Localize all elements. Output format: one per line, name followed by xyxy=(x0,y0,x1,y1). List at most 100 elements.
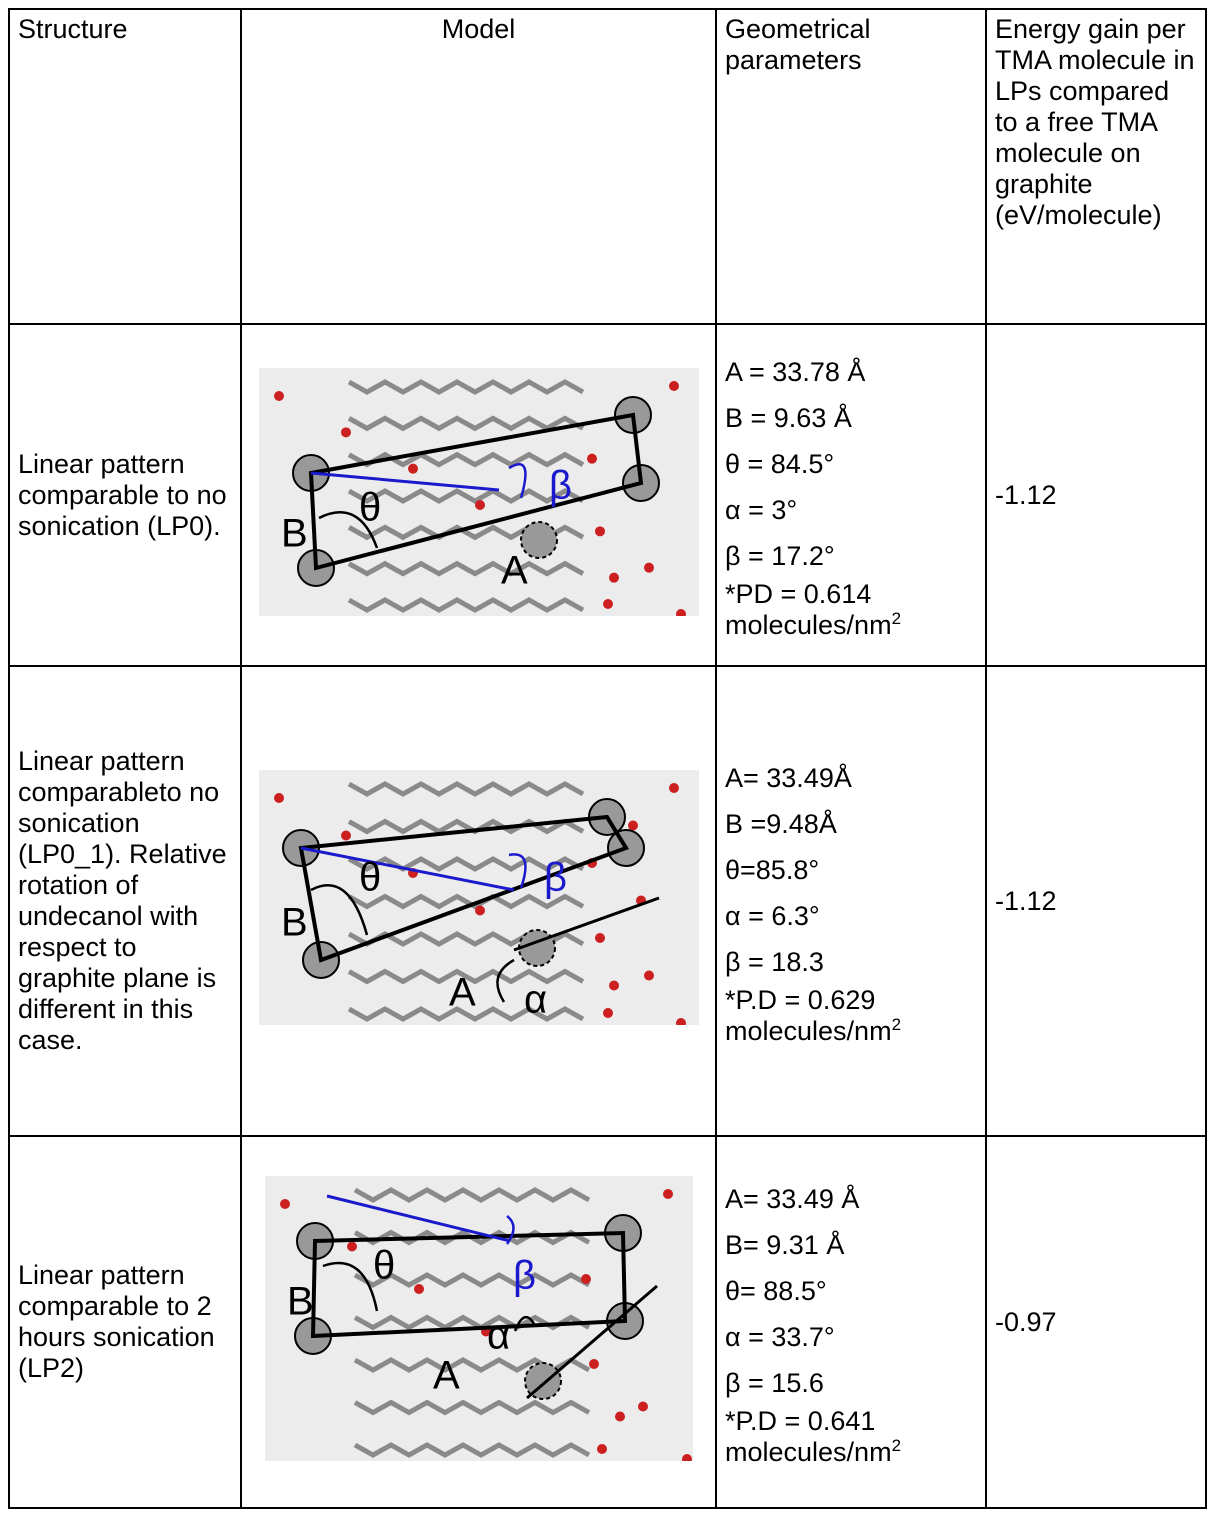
parameter: β = 17.2° xyxy=(725,541,835,571)
unit-cell xyxy=(308,412,643,571)
oxygen-atom xyxy=(594,525,605,536)
model-label: β xyxy=(513,1254,536,1298)
model-label: β xyxy=(544,856,567,900)
model-label: A xyxy=(501,548,528,592)
parameter: θ = 84.5° xyxy=(725,449,835,479)
alkyl-chain xyxy=(353,1187,590,1203)
beta-line xyxy=(326,1194,510,1243)
parameter: α = 6.3° xyxy=(725,901,820,931)
oxygen-atom xyxy=(588,1359,599,1369)
angle-arrow xyxy=(495,958,515,1003)
packing-density: *P.D = 0.629 molecules/nm2 xyxy=(725,985,977,1047)
energy-cell: -1.12 xyxy=(985,665,1207,1137)
parameter: β = 15.6 xyxy=(725,1368,824,1398)
oxygen-atom xyxy=(608,980,619,991)
oxygen-atom xyxy=(340,830,351,841)
alkyl-chain xyxy=(347,560,584,577)
angle-arrow xyxy=(505,1215,515,1245)
alkyl-chain xyxy=(347,781,584,797)
model-label: θ xyxy=(359,485,381,529)
density-exponent: 2 xyxy=(891,1436,902,1455)
oxygen-atom xyxy=(627,820,638,831)
table-row: Linear pattern comparableto no sonicatio… xyxy=(8,665,1207,1137)
alkyl-chain xyxy=(347,414,584,431)
structure-cell: Linear pattern comparable to 2 hours son… xyxy=(8,1135,242,1509)
table-row: Linear pattern comparable to no sonicati… xyxy=(8,323,1207,667)
packing-density: *P.D = 0.641 molecules/nm2 xyxy=(725,1406,977,1468)
density-exponent: 2 xyxy=(891,1015,902,1034)
alkyl-chain xyxy=(347,378,584,395)
header-cell: Geometrical parameters xyxy=(715,8,987,325)
oxygen-atom xyxy=(340,426,351,437)
image-background xyxy=(258,770,699,1025)
model-image: Bθ β Aα xyxy=(264,1176,693,1464)
oxygen-atom xyxy=(474,499,485,510)
parameters-cell: A = 33.78 Å B = 9.63 Å θ = 84.5° α = 3° β = … xyxy=(715,323,987,667)
alkyl-chain xyxy=(353,1272,590,1288)
structure-cell: Linear pattern comparableto no sonicatio… xyxy=(8,665,242,1137)
parameter: β = 18.3 xyxy=(725,947,824,977)
alkyl-chain xyxy=(347,451,584,468)
angle-arrow xyxy=(508,853,527,889)
parameter: A= 33.49Å xyxy=(725,763,852,793)
oxygen-atom xyxy=(273,793,284,803)
oxygen-atom xyxy=(602,598,613,609)
alkyl-chain xyxy=(347,596,584,613)
oxygen-atom xyxy=(643,562,654,573)
header-cell: Model xyxy=(240,8,717,325)
alkyl-chain xyxy=(353,1442,590,1458)
parameter: θ= 88.5° xyxy=(725,1276,827,1306)
results-table: Structure Model Geometrical parameters E… xyxy=(8,8,1207,1509)
parameter: α = 33.7° xyxy=(725,1322,835,1352)
model-label: α xyxy=(487,1314,510,1358)
unit-cell xyxy=(298,814,629,963)
angle-arrow xyxy=(309,884,368,936)
table-body: Linear pattern comparable to no sonicati… xyxy=(8,323,1207,1509)
alkyl-chain xyxy=(347,1006,584,1022)
oxygen-atom xyxy=(608,572,619,583)
model-label: θ xyxy=(359,856,381,900)
oxygen-atom xyxy=(273,390,284,401)
alpha-line xyxy=(525,1284,658,1400)
oxygen-atom xyxy=(407,463,418,474)
structure-cell: Linear pattern comparable to no sonicati… xyxy=(8,323,242,667)
model-image: Bθ βA xyxy=(258,367,699,619)
alkyl-chain xyxy=(347,487,584,504)
oxygen-atom xyxy=(602,1008,613,1018)
density-text: *P.D = 0.641 molecules/nm xyxy=(725,1406,892,1467)
beta-line xyxy=(300,846,514,892)
energy-cell: -0.97 xyxy=(985,1135,1207,1509)
oxygen-atom xyxy=(586,453,597,464)
parameter: B =9.48Å xyxy=(725,809,837,839)
table-row: Linear pattern comparable to 2 hours son… xyxy=(8,1135,1207,1509)
header-cell: Energy gain per TMA molecule in LPs comp… xyxy=(985,8,1207,325)
oxygen-atom xyxy=(668,380,679,391)
model-label: A xyxy=(433,1354,460,1398)
parameter: A= 33.49 Å xyxy=(725,1184,860,1214)
parameter: θ=85.8° xyxy=(725,855,820,885)
alkyl-chain xyxy=(347,856,584,872)
packing-density: *PD = 0.614 molecules/nm2 xyxy=(725,579,977,641)
unit-cell xyxy=(310,1230,627,1339)
density-exponent: 2 xyxy=(891,609,902,628)
model-label: A xyxy=(449,971,476,1015)
oxygen-atom xyxy=(279,1199,290,1209)
angle-arrow xyxy=(317,510,378,548)
alkyl-chain xyxy=(347,818,584,835)
model-label: B xyxy=(281,901,308,945)
oxygen-atom xyxy=(637,1401,648,1412)
header-row: Structure Model Geometrical parameters E… xyxy=(8,8,1207,325)
density-text: *PD = 0.614 molecules/nm xyxy=(725,579,892,640)
oxygen-atom xyxy=(596,1444,607,1454)
parameter: B = 9.63 Å xyxy=(725,403,852,433)
oxygen-atom xyxy=(668,783,679,793)
parameters-cell: A= 33.49Å B =9.48Å θ=85.8° α = 6.3° β = 18.3… xyxy=(715,665,987,1137)
parameters-cell: A= 33.49 Å B= 9.31 Å θ= 88.5° α = 33.7° β = … xyxy=(715,1135,987,1509)
angle-arrow xyxy=(507,462,527,498)
model-label: α xyxy=(524,978,547,1022)
model-label: B xyxy=(281,511,308,555)
